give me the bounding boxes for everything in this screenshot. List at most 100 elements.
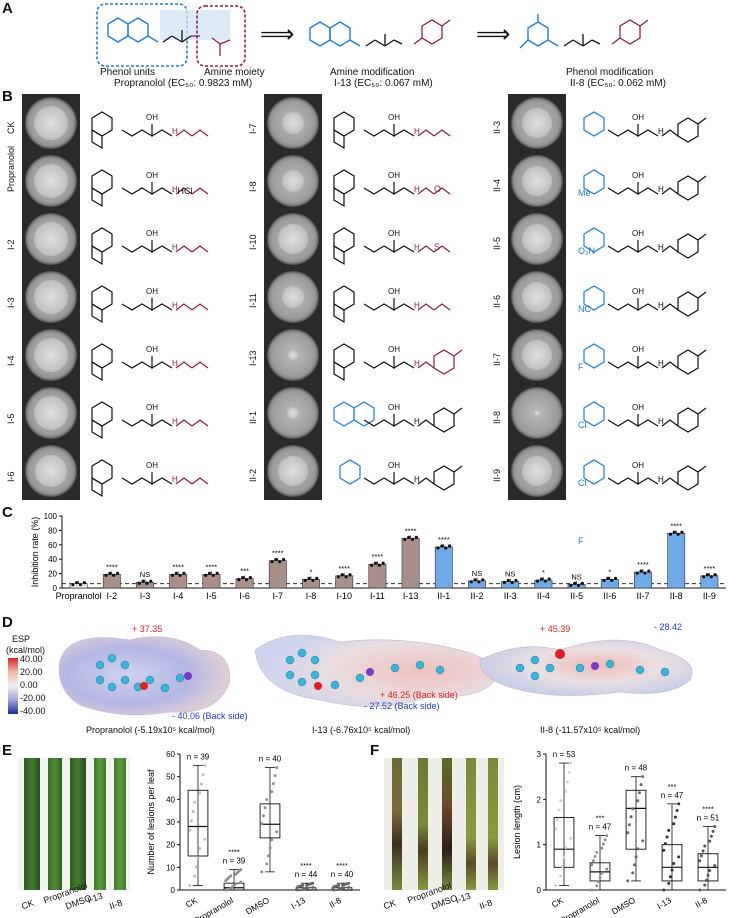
data-point <box>705 573 710 577</box>
data-point <box>562 855 566 859</box>
petri-dish <box>264 326 322 384</box>
y-axis-label: Lesion length (cm) <box>512 785 522 859</box>
oh-label: OH <box>146 461 158 470</box>
data-point <box>311 885 315 889</box>
leaf-photo-e <box>18 758 130 890</box>
data-point <box>444 546 448 550</box>
bar <box>700 575 719 589</box>
significance-label: **** <box>338 564 350 573</box>
data-point <box>569 583 573 587</box>
data-point <box>370 563 374 567</box>
petri-dish <box>508 210 566 268</box>
data-point <box>510 580 514 585</box>
data-point <box>239 880 243 884</box>
nh-label: H <box>658 301 664 310</box>
structure-drawing: OH H <box>583 401 707 433</box>
fungal-colony <box>522 340 552 370</box>
x-tick-label: Propranolol <box>56 591 102 601</box>
structure-drawing: OH H <box>91 285 209 324</box>
data-point <box>266 854 270 858</box>
nh-label: H <box>172 185 178 194</box>
y-tick-label: 0 <box>537 886 542 895</box>
data-point <box>149 579 153 583</box>
data-point <box>278 560 282 564</box>
fungal-colony <box>34 338 68 372</box>
nh-label: H <box>658 475 664 484</box>
bar <box>567 584 586 589</box>
data-point <box>78 583 83 587</box>
data-point <box>593 855 597 859</box>
structure-drawing: OH H <box>583 459 707 491</box>
data-point <box>188 883 192 887</box>
nh-label: H <box>414 417 420 426</box>
x-tick-label: II-2 <box>470 591 483 601</box>
y-tick-label: 1 <box>537 841 542 850</box>
data-point <box>436 546 440 550</box>
leaf-label: CK <box>20 897 36 912</box>
x-tick-label: I-6 <box>239 591 250 601</box>
inhibition-bar-chart: 0 20 40 60 80 100 Inhibition rate (%) Propranol… <box>30 512 726 601</box>
fungal-colony <box>35 455 67 487</box>
data-point <box>554 827 558 831</box>
n-label: n = 44 <box>295 870 318 879</box>
nh-label: H <box>414 359 420 368</box>
data-point <box>706 873 710 877</box>
y-tick-label: 100 <box>44 512 58 521</box>
x-tick-label: I-3 <box>140 591 151 601</box>
data-point <box>75 581 79 585</box>
data-point <box>440 544 444 548</box>
data-point <box>673 815 677 819</box>
data-point <box>145 581 149 585</box>
data-point <box>196 856 200 860</box>
esp-tick-label: -40.00 <box>20 706 46 716</box>
x-tick-label: I-13 <box>289 895 307 911</box>
box <box>187 789 209 857</box>
data-point <box>248 576 252 580</box>
compound-label: Propranolol <box>6 145 16 192</box>
data-point <box>381 561 385 565</box>
significance-label: * <box>608 567 611 576</box>
petri-dish <box>264 152 322 210</box>
arrow-1: ⟹ <box>260 21 295 48</box>
y-tick-label: 60 <box>166 750 175 759</box>
oh-label: OH <box>146 113 158 122</box>
y-tick-label: 0 <box>53 584 58 593</box>
data-point <box>481 578 485 582</box>
x-tick-label: Propranolol <box>192 895 235 918</box>
compound-label: I-4 <box>6 355 16 366</box>
x-tick-label: I-11 <box>370 591 385 601</box>
data-point <box>274 558 278 562</box>
data-point <box>268 846 272 850</box>
data-point <box>281 558 286 562</box>
structure-drawing: OH H <box>91 111 209 150</box>
data-point <box>337 887 341 891</box>
m2-positive-label: + 46.25 (Back side) <box>380 690 458 700</box>
compound-label: II-9 <box>492 468 502 482</box>
data-point <box>407 535 411 539</box>
significance-label: NS <box>140 570 150 579</box>
data-point <box>573 581 577 585</box>
data-point <box>270 560 274 564</box>
compound-label: I-8 <box>248 181 258 192</box>
x-tick-label: II-4 <box>537 591 550 601</box>
oh-label: OH <box>388 113 400 122</box>
data-point <box>596 880 600 884</box>
m2-caption: I-13 (-6.76x10⁵ kcal/mol) <box>312 725 411 735</box>
data-point <box>502 580 507 585</box>
m1-negative-label: - 40.06 (Back side) <box>172 711 248 721</box>
data-point <box>711 829 715 833</box>
substituent-label: F <box>578 362 584 372</box>
substituent-label: Cl <box>578 478 587 488</box>
data-point <box>662 888 666 892</box>
significance-label: * <box>542 568 545 577</box>
data-point <box>626 831 630 835</box>
structure-drawing: OH H <box>91 227 209 266</box>
fungal-colony <box>522 456 552 486</box>
data-point <box>605 834 609 838</box>
data-point <box>601 842 605 846</box>
data-point <box>680 530 684 534</box>
significance-label: **** <box>336 861 348 870</box>
nh-label: H <box>172 417 178 426</box>
oh-label: OH <box>632 171 644 180</box>
data-point <box>260 822 264 826</box>
